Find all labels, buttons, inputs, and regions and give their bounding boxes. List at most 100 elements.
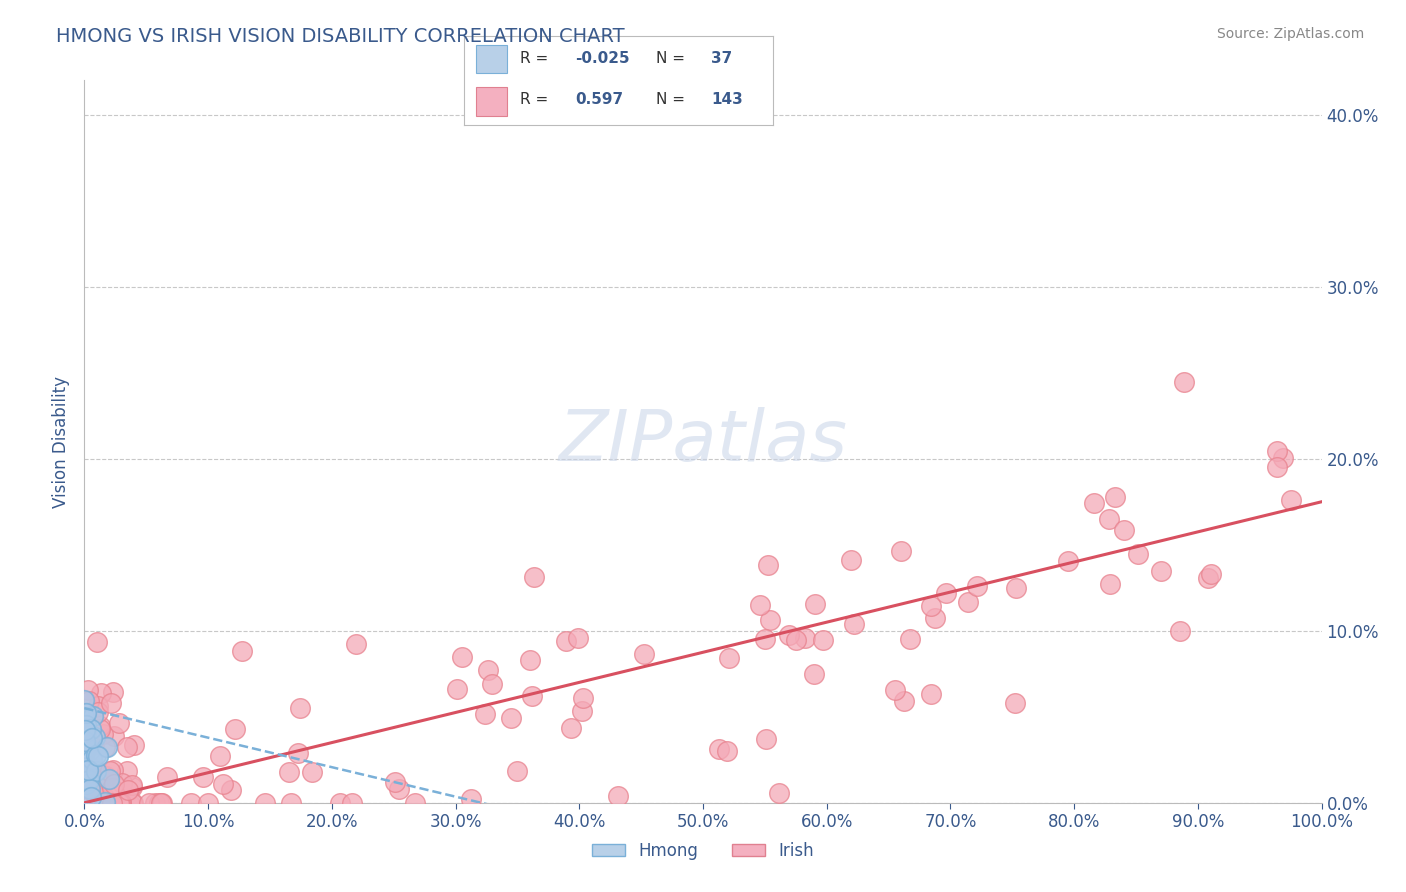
Point bbox=[506, 764, 529, 778]
Point bbox=[115, 739, 138, 754]
Point bbox=[208, 748, 231, 763]
Point bbox=[73, 727, 96, 741]
Point bbox=[79, 781, 101, 796]
Point bbox=[756, 558, 779, 573]
Point bbox=[224, 722, 246, 736]
Point bbox=[93, 790, 115, 805]
Point bbox=[1056, 554, 1078, 568]
Point bbox=[73, 735, 96, 749]
Point bbox=[748, 599, 770, 613]
Point bbox=[84, 748, 107, 763]
Point bbox=[80, 722, 103, 736]
Point bbox=[84, 764, 107, 779]
Point bbox=[75, 706, 97, 720]
Point bbox=[340, 796, 363, 810]
Point bbox=[94, 796, 117, 810]
Point bbox=[935, 586, 957, 600]
Point bbox=[572, 690, 595, 705]
Point bbox=[82, 709, 104, 723]
Legend: Hmong, Irish: Hmong, Irish bbox=[585, 836, 821, 867]
Point bbox=[87, 705, 110, 719]
Point bbox=[1004, 696, 1026, 710]
Point bbox=[344, 637, 367, 651]
Point bbox=[86, 635, 108, 649]
Point bbox=[77, 781, 100, 796]
Point bbox=[73, 723, 96, 737]
Point bbox=[450, 650, 472, 665]
Point bbox=[1197, 571, 1219, 585]
Point bbox=[893, 694, 915, 708]
Point bbox=[75, 740, 97, 755]
Point bbox=[1199, 567, 1222, 582]
Point bbox=[101, 764, 124, 778]
Point bbox=[111, 776, 134, 790]
Point bbox=[290, 701, 312, 715]
Point bbox=[115, 764, 138, 778]
Point bbox=[1098, 512, 1121, 526]
Point bbox=[717, 651, 740, 665]
Point bbox=[1112, 523, 1135, 537]
Point bbox=[77, 773, 100, 788]
Point bbox=[79, 743, 101, 757]
Point bbox=[477, 663, 499, 677]
Point bbox=[117, 783, 139, 797]
Point bbox=[1170, 624, 1192, 639]
Point bbox=[1083, 496, 1105, 510]
Point bbox=[83, 762, 105, 776]
Point bbox=[87, 698, 110, 713]
Point bbox=[716, 744, 738, 758]
Point bbox=[80, 789, 103, 804]
Point bbox=[280, 796, 302, 810]
Point bbox=[91, 727, 114, 741]
Point bbox=[77, 683, 100, 698]
Point bbox=[180, 796, 202, 810]
Point bbox=[567, 632, 589, 646]
Point bbox=[481, 677, 503, 691]
Text: N =: N = bbox=[655, 52, 689, 66]
Point bbox=[86, 796, 108, 810]
Point bbox=[101, 796, 124, 810]
Point bbox=[94, 796, 117, 810]
Point bbox=[446, 681, 468, 696]
Point bbox=[768, 786, 790, 800]
Point bbox=[89, 722, 111, 736]
Point bbox=[80, 796, 103, 810]
Point bbox=[121, 796, 143, 810]
Point bbox=[841, 553, 863, 567]
Point bbox=[253, 796, 276, 810]
Point bbox=[75, 718, 97, 732]
FancyBboxPatch shape bbox=[477, 87, 508, 116]
Point bbox=[920, 687, 942, 701]
Point bbox=[211, 777, 233, 791]
Point bbox=[108, 796, 131, 810]
Point bbox=[571, 704, 593, 718]
Text: -0.025: -0.025 bbox=[575, 52, 630, 66]
Point bbox=[75, 770, 97, 784]
Point bbox=[842, 617, 865, 632]
Point bbox=[1098, 576, 1121, 591]
Point bbox=[404, 796, 426, 810]
Point bbox=[156, 770, 179, 784]
Point bbox=[138, 796, 160, 810]
Text: R =: R = bbox=[520, 93, 558, 107]
Point bbox=[77, 694, 100, 708]
Point bbox=[73, 710, 96, 724]
Point bbox=[1104, 490, 1126, 504]
Point bbox=[76, 796, 98, 810]
Point bbox=[103, 730, 125, 744]
Point bbox=[98, 796, 121, 810]
Point bbox=[811, 632, 834, 647]
Point bbox=[94, 796, 117, 810]
Point bbox=[75, 725, 97, 739]
Point bbox=[1272, 451, 1295, 466]
Point bbox=[75, 744, 97, 758]
Point bbox=[110, 796, 132, 810]
Point bbox=[560, 721, 582, 735]
Point bbox=[103, 777, 125, 791]
Point bbox=[143, 796, 166, 810]
Point bbox=[966, 579, 988, 593]
Point bbox=[523, 570, 546, 584]
Point bbox=[1150, 564, 1173, 578]
FancyBboxPatch shape bbox=[477, 45, 508, 73]
Point bbox=[87, 794, 110, 808]
